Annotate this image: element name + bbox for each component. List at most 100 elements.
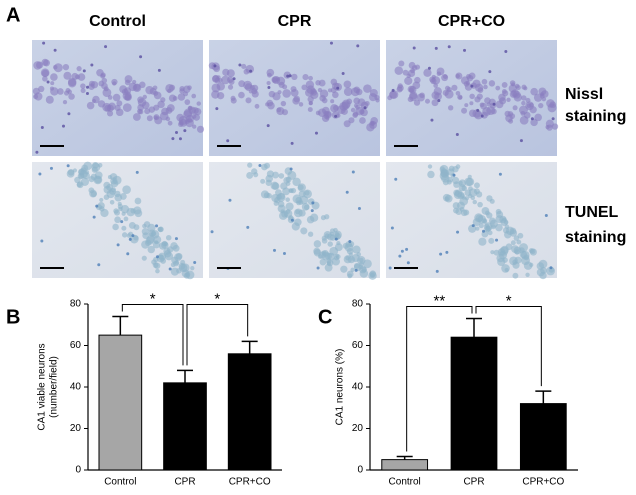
- cell: [163, 250, 172, 258]
- cell: [171, 256, 179, 264]
- y-tick-label: 20: [70, 423, 82, 434]
- cell: [260, 178, 266, 184]
- cell: [109, 199, 115, 205]
- column-header: CPR: [278, 13, 312, 30]
- cell: [495, 238, 499, 242]
- cell: [174, 237, 178, 241]
- cell: [447, 105, 454, 111]
- cell: [325, 115, 330, 120]
- cell: [499, 97, 507, 105]
- cell: [112, 223, 119, 231]
- cell: [86, 85, 90, 89]
- cell: [282, 89, 291, 98]
- cell: [71, 72, 79, 80]
- cell: [183, 129, 187, 133]
- cell: [540, 267, 547, 274]
- cell: [76, 66, 82, 72]
- cell: [144, 108, 151, 115]
- cell: [484, 97, 491, 104]
- cell: [76, 182, 82, 188]
- cell: [177, 93, 186, 101]
- cell: [431, 91, 440, 100]
- cell: [549, 101, 557, 109]
- cell: [94, 176, 102, 184]
- cell: [38, 172, 42, 176]
- cell: [529, 102, 534, 108]
- cell: [221, 75, 230, 85]
- cell: [492, 102, 496, 106]
- cell: [497, 248, 506, 256]
- cell: [184, 119, 190, 125]
- cell: [478, 237, 487, 246]
- cell: [315, 110, 321, 116]
- cell: [146, 115, 153, 122]
- cell: [388, 266, 392, 270]
- cell: [436, 71, 442, 76]
- cell: [246, 172, 254, 179]
- cell: [227, 76, 234, 84]
- cell: [142, 94, 147, 100]
- cell: [128, 237, 132, 241]
- cell: [469, 101, 474, 106]
- cell: [336, 113, 341, 118]
- cell: [496, 254, 505, 263]
- cell: [477, 201, 483, 208]
- cell: [154, 116, 163, 125]
- cell: [42, 41, 46, 45]
- cell: [478, 222, 484, 229]
- cell: [81, 164, 89, 172]
- cell: [480, 114, 484, 118]
- cell: [80, 177, 90, 186]
- cell: [247, 162, 253, 168]
- cell: [263, 192, 270, 199]
- cell: [471, 224, 475, 228]
- cell: [88, 83, 95, 90]
- cell: [336, 86, 340, 90]
- cell: [97, 263, 101, 267]
- cell: [153, 104, 160, 111]
- cell: [458, 180, 463, 185]
- cell: [285, 197, 290, 202]
- cell: [68, 93, 75, 100]
- cell: [249, 84, 255, 91]
- cell: [309, 213, 319, 222]
- cell: [77, 73, 86, 81]
- cell: [525, 97, 531, 103]
- cell: [355, 88, 363, 96]
- cell: [539, 93, 545, 99]
- cell: [126, 233, 132, 238]
- y-tick-label: 40: [70, 382, 82, 393]
- cell: [230, 97, 237, 104]
- bar: [163, 382, 207, 471]
- cell: [271, 182, 280, 190]
- cell: [290, 86, 297, 92]
- cell: [168, 94, 177, 102]
- cell: [158, 242, 167, 250]
- cell: [114, 104, 121, 112]
- cell: [345, 190, 349, 194]
- cell: [468, 188, 478, 197]
- cell: [363, 106, 367, 110]
- cell: [406, 261, 410, 265]
- cell: [196, 101, 201, 106]
- cell: [452, 202, 460, 210]
- cell: [341, 72, 345, 76]
- significance-bracket: [121, 303, 184, 366]
- cell: [90, 190, 97, 197]
- cell: [482, 229, 486, 233]
- cell: [398, 254, 402, 258]
- cell: [78, 172, 85, 179]
- significance-bracket: [406, 306, 473, 452]
- cell: [187, 105, 193, 111]
- micrographs: [32, 40, 559, 280]
- cell: [331, 257, 340, 266]
- cell: [212, 74, 220, 82]
- x-tick-label: CPR+CO: [522, 477, 564, 488]
- cell: [251, 90, 259, 98]
- cell: [268, 90, 276, 98]
- cell: [116, 243, 120, 247]
- x-tick-label: CPR+CO: [229, 477, 271, 488]
- cell: [184, 99, 191, 105]
- cell: [354, 268, 358, 272]
- cell: [544, 214, 548, 218]
